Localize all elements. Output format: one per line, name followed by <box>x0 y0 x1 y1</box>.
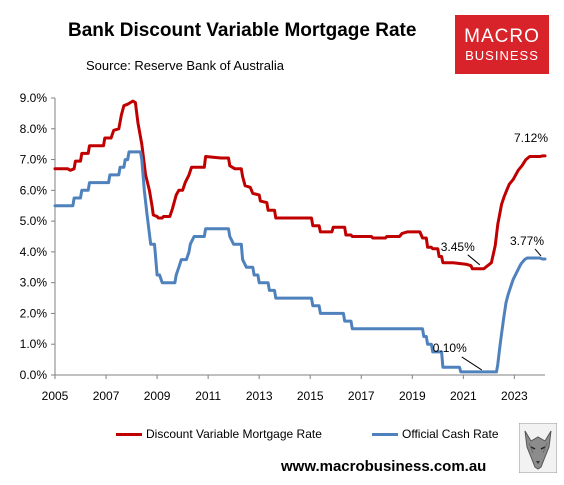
legend-label-mortgage: Discount Variable Mortgage Rate <box>146 427 322 441</box>
x-tick-label: 2023 <box>501 389 528 403</box>
x-tick-label: 2013 <box>246 389 273 403</box>
logo-line-macro: MACRO <box>464 25 540 47</box>
chart-axes: 0.0% 1.0% 2.0% 3.0% 4.0% 5.0% 6.0% 7.0% 8.0% 9.0%… <box>20 91 545 403</box>
y-tick-label: 2.0% <box>20 306 48 320</box>
chart-lines <box>53 99 547 374</box>
line-chart: 0.0% 1.0% 2.0% 3.0% 4.0% 5.0% 6.0% 7.0% 8.0% 9.0%… <box>20 91 549 403</box>
y-tick-label: 7.0% <box>20 153 48 167</box>
wolf-logo-icon <box>519 423 557 473</box>
x-tick-label: 2019 <box>399 389 426 403</box>
data-label-mortgage-trough: 3.45% <box>441 240 475 254</box>
leader-line-cash-trough <box>461 356 483 371</box>
x-tick-label: 2021 <box>450 389 477 403</box>
logo-line-business: BUSINESS <box>465 47 539 63</box>
y-tick-label: 0.0% <box>20 368 48 382</box>
y-tick-label: 3.0% <box>20 276 48 290</box>
leader-line-cash-latest <box>534 248 542 257</box>
data-label-cash-trough: 0.10% <box>433 341 467 355</box>
data-label-cash-latest: 3.77% <box>510 234 544 248</box>
y-tick-label: 8.0% <box>20 122 48 136</box>
chart-annotations: 7.12% 3.77% 3.45% 0.10% <box>433 131 548 371</box>
y-tick-label: 9.0% <box>20 91 48 105</box>
data-label-mortgage-latest: 7.12% <box>514 131 548 145</box>
y-tick-label: 6.0% <box>20 183 48 197</box>
x-tick-label: 2005 <box>42 389 69 403</box>
chart-source: Source: Reserve Bank of Australia <box>86 58 284 73</box>
y-tick-label: 5.0% <box>20 214 48 228</box>
legend-item-mortgage: Discount Variable Mortgage Rate <box>116 426 322 442</box>
legend-swatch-cash <box>372 432 398 436</box>
y-tick-label: 4.0% <box>20 245 48 259</box>
x-tick-label: 2011 <box>195 389 221 403</box>
x-tick-label: 2009 <box>144 389 171 403</box>
legend-swatch-mortgage <box>116 432 142 436</box>
y-tick-label: 1.0% <box>20 337 48 351</box>
series-line-cash <box>53 150 547 374</box>
macrobusiness-logo: MACRO BUSINESS <box>455 15 549 74</box>
x-tick-label: 2015 <box>297 389 324 403</box>
leader-line-mortgage-trough <box>467 254 481 266</box>
x-tick-label: 2007 <box>93 389 120 403</box>
website-url: www.macrobusiness.com.au <box>281 458 487 475</box>
legend-label-cash: Official Cash Rate <box>402 427 499 441</box>
legend-item-cash: Official Cash Rate <box>372 426 499 442</box>
x-tick-label: 2017 <box>348 389 375 403</box>
series-line-mortgage <box>53 99 547 271</box>
chart-title: Bank Discount Variable Mortgage Rate <box>68 20 417 41</box>
